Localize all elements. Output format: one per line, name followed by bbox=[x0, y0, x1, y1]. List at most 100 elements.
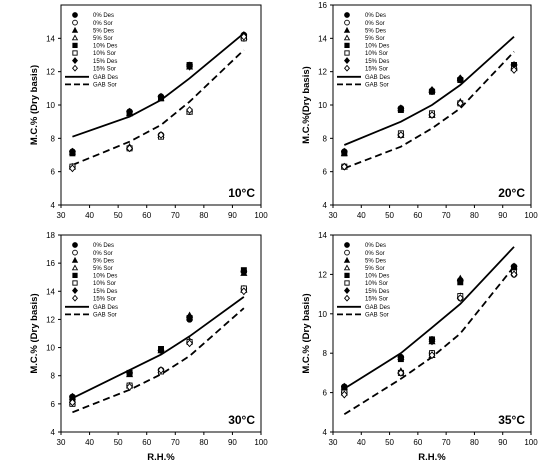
legend-marker bbox=[72, 287, 78, 295]
legend-label: GAB Des bbox=[93, 75, 118, 81]
series-line-gab-des bbox=[343, 246, 515, 390]
x-tick-label: 90 bbox=[498, 438, 507, 447]
legend-marker bbox=[72, 42, 78, 49]
x-tick-label: 90 bbox=[228, 438, 237, 447]
legend-label: 15% Sor bbox=[93, 296, 116, 302]
x-tick-label: 40 bbox=[85, 438, 94, 447]
x-tick-label: 100 bbox=[524, 438, 538, 447]
series-line-gab-sor bbox=[72, 49, 245, 166]
y-tick-label: 10 bbox=[46, 101, 55, 110]
y-tick-label: 8 bbox=[51, 372, 56, 381]
legend-label: 5% Sor bbox=[93, 36, 113, 42]
legend-label: 10% Sor bbox=[365, 51, 388, 57]
plot-frame bbox=[60, 4, 262, 206]
y-tick-label: 16 bbox=[318, 1, 327, 10]
x-tick-label: 90 bbox=[228, 211, 237, 220]
legend-marker bbox=[344, 242, 350, 248]
y-axis-label: M.C.% (Dry basis) bbox=[301, 293, 312, 373]
x-tick-label: 30 bbox=[329, 211, 338, 220]
y-tick-label: 6 bbox=[51, 168, 56, 177]
legend-marker bbox=[71, 264, 79, 271]
y-tick-label: 4 bbox=[323, 201, 328, 210]
y-tick-label: 12 bbox=[318, 68, 327, 77]
plot-frame bbox=[60, 234, 262, 433]
data-point-15pct-sor bbox=[510, 270, 518, 279]
legend-label: 0% Sor bbox=[93, 251, 113, 257]
x-tick-label: 70 bbox=[442, 438, 451, 447]
data-point-15pct-des bbox=[397, 104, 405, 113]
legend-marker bbox=[343, 34, 351, 41]
x-tick-label: 60 bbox=[142, 438, 151, 447]
legend-marker bbox=[344, 19, 350, 26]
x-tick-label: 50 bbox=[385, 211, 394, 220]
data-point-15pct-des bbox=[510, 262, 518, 271]
series-line-gab-sor bbox=[72, 307, 245, 414]
data-point-15pct-sor bbox=[510, 66, 518, 74]
x-tick-label: 60 bbox=[142, 211, 151, 220]
data-point-15pct-des bbox=[157, 346, 165, 355]
temperature-label: 10°C bbox=[228, 186, 255, 200]
data-point-15pct-sor bbox=[157, 131, 165, 139]
legend-label: 10% Des bbox=[93, 274, 117, 280]
legend-marker bbox=[344, 294, 350, 302]
legend-marker bbox=[343, 264, 351, 271]
data-point-15pct-sor bbox=[240, 32, 248, 41]
y-tick-label: 16 bbox=[46, 259, 55, 268]
legend-label: 0% Des bbox=[365, 13, 386, 19]
x-tick-label: 40 bbox=[357, 438, 366, 447]
legend-label: 15% Sor bbox=[93, 66, 116, 72]
data-point-15pct-sor bbox=[397, 131, 405, 139]
legend-marker bbox=[72, 19, 78, 26]
x-tick-label: 70 bbox=[171, 438, 180, 447]
legend-label: 5% Des bbox=[365, 28, 386, 34]
x-tick-label: 90 bbox=[498, 211, 507, 220]
legend-marker bbox=[72, 12, 78, 18]
x-tick-label: 30 bbox=[57, 438, 66, 447]
data-point-15pct-sor bbox=[240, 287, 248, 296]
legend-label: 5% Sor bbox=[365, 266, 385, 272]
data-point-15pct-sor bbox=[397, 368, 405, 377]
y-tick-label: 8 bbox=[323, 349, 328, 358]
data-point-15pct-sor bbox=[157, 366, 165, 374]
legend-marker bbox=[72, 50, 78, 56]
legend-marker bbox=[344, 287, 350, 295]
x-tick-label: 40 bbox=[85, 211, 94, 220]
temperature-label: 35°C bbox=[498, 413, 525, 427]
legend-label: GAB Sor bbox=[365, 83, 389, 89]
data-point-15pct-sor bbox=[456, 99, 464, 108]
legend-label: 5% Sor bbox=[93, 266, 113, 272]
data-point-15pct-sor bbox=[428, 351, 436, 360]
y-tick-label: 4 bbox=[51, 428, 56, 437]
legend-marker bbox=[344, 42, 350, 49]
legend-label: 5% Des bbox=[93, 258, 114, 264]
y-tick-label: 8 bbox=[323, 134, 328, 143]
y-axis-label: M.C.%(Dry basis) bbox=[301, 66, 312, 144]
x-tick-label: 50 bbox=[385, 438, 394, 447]
legend-label: 10% Sor bbox=[93, 281, 116, 287]
x-tick-label: 80 bbox=[470, 211, 479, 220]
data-point-15pct-des bbox=[456, 276, 464, 285]
data-point-15pct-sor bbox=[186, 339, 193, 348]
x-tick-label: 100 bbox=[524, 211, 538, 220]
legend-label: 0% Sor bbox=[93, 21, 113, 27]
data-point-15pct-des bbox=[186, 62, 193, 71]
legend-label: GAB Sor bbox=[93, 313, 117, 319]
x-tick-label: 30 bbox=[329, 438, 338, 447]
data-point-15pct-sor bbox=[69, 164, 76, 173]
y-tick-label: 12 bbox=[46, 315, 55, 324]
x-tick-label: 50 bbox=[114, 438, 123, 447]
legend-label: 10% Des bbox=[365, 44, 389, 50]
x-tick-label: 70 bbox=[171, 211, 180, 220]
y-tick-label: 12 bbox=[318, 270, 327, 279]
data-point-15pct-des bbox=[456, 74, 464, 83]
x-tick-label: 80 bbox=[470, 438, 479, 447]
data-point-15pct-des bbox=[69, 147, 76, 156]
legend-label: GAB Des bbox=[365, 305, 390, 311]
temperature-label: 30°C bbox=[228, 413, 255, 427]
chart-panel-2: 30 40 50 60 70 80 90 100 4 6 8 10 12 14 16 M.C.%(Dry ba… bbox=[301, 1, 538, 220]
y-axis-label: M.C.% (Dry basis) bbox=[29, 293, 40, 373]
chart-panel-1: 30 40 50 60 70 80 90 100 4 6 8 10 12 14 M.C.% (Dry bas… bbox=[29, 4, 268, 220]
x-tick-label: 60 bbox=[413, 438, 422, 447]
